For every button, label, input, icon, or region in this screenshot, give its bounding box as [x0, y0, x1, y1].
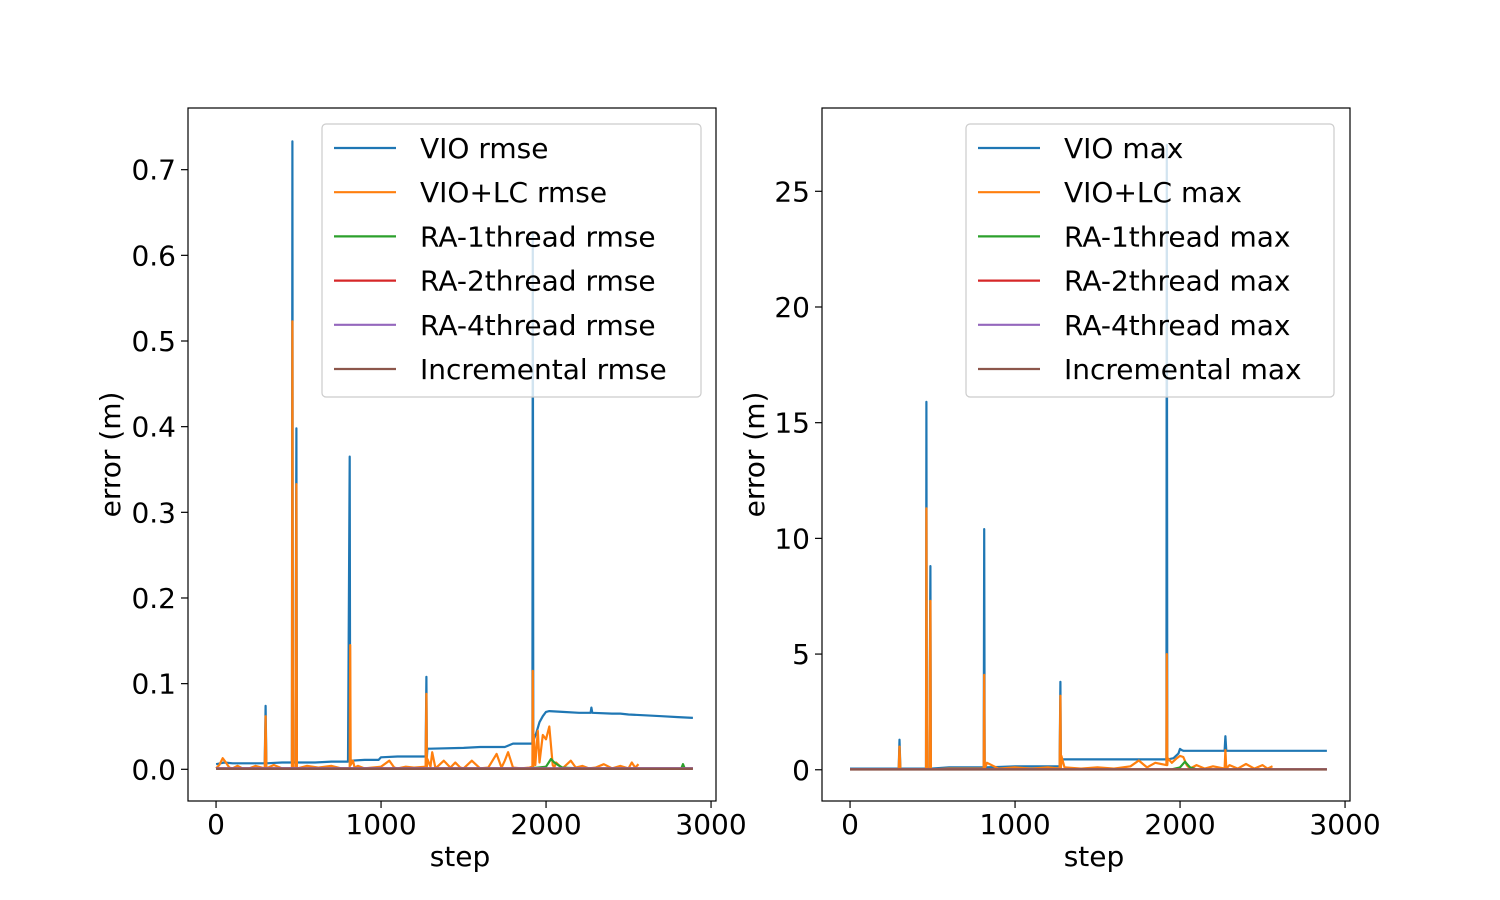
y-tick-label: 0.2 — [131, 582, 176, 615]
y-tick-label: 10 — [774, 522, 810, 555]
x-tick-label: 3000 — [1309, 808, 1380, 841]
y-tick-label: 20 — [774, 291, 810, 324]
legend-box — [965, 123, 1335, 398]
legend-entry: RA-4thread max — [1064, 309, 1290, 342]
y-tick-label: 0.1 — [131, 668, 176, 701]
y-tick-label: 0.7 — [131, 154, 176, 187]
x-axis-label: step — [430, 840, 491, 873]
chart-panel-2: 0 1000 2000 3000 0 5 10 15 20 25 step error (m) VIO … — [738, 107, 1381, 873]
y-tick-label: 0.5 — [131, 325, 176, 358]
x-tick-label: 0 — [841, 808, 859, 841]
series-line-vio_lc — [850, 507, 1273, 771]
x-tick-label: 1000 — [979, 808, 1050, 841]
y-axis-label: error (m) — [738, 392, 771, 518]
x-tick-label: 0 — [207, 808, 225, 841]
x-tick-label: 2000 — [510, 808, 581, 841]
legend-entry: VIO max — [1064, 132, 1183, 165]
series-group — [215, 140, 693, 771]
x-tick-label: 3000 — [675, 808, 746, 841]
legend-entry: RA-1thread max — [1064, 220, 1290, 253]
y-tick-label: 0.4 — [131, 411, 176, 444]
y-tick-label: 15 — [774, 407, 810, 440]
y-tick-label: 0.3 — [131, 496, 176, 529]
y-tick-label: 25 — [774, 175, 810, 208]
legend-entry: RA-2thread rmse — [420, 265, 656, 298]
legend-entry: VIO rmse — [420, 132, 548, 165]
plot-frame — [187, 107, 717, 802]
chart-panel-1: 0 1000 2000 3000 0.0 0.1 0.2 0.3 0.4 0.5 0.6 0.7 ste… — [94, 107, 747, 873]
y-tick-label: 0.6 — [131, 239, 176, 272]
plot-frame — [821, 107, 1351, 802]
y-tick-label: 5 — [792, 638, 810, 671]
legend-entry: VIO+LC max — [1064, 176, 1242, 209]
y-tick-label: 0 — [792, 754, 810, 787]
legend-entry: RA-4thread rmse — [420, 309, 656, 342]
legend: VIO max VIO+LC max RA-1thread max RA-2threa… — [965, 123, 1335, 398]
legend-entry: RA-1thread rmse — [420, 220, 656, 253]
x-tick-label: 2000 — [1144, 808, 1215, 841]
legend-box — [321, 123, 702, 398]
legend-entry: Incremental rmse — [420, 353, 667, 386]
legend-entry: VIO+LC rmse — [420, 176, 607, 209]
legend-entry: RA-2thread max — [1064, 265, 1290, 298]
legend-entry: Incremental max — [1064, 353, 1302, 386]
y-axis-label: error (m) — [94, 392, 127, 518]
legend: VIO rmse VIO+LC rmse RA-1thread rmse RA-2th… — [321, 123, 702, 398]
x-axis-label: step — [1064, 840, 1125, 873]
series-group — [850, 143, 1327, 771]
y-tick-label: 0.0 — [131, 753, 176, 786]
x-tick-label: 1000 — [345, 808, 416, 841]
